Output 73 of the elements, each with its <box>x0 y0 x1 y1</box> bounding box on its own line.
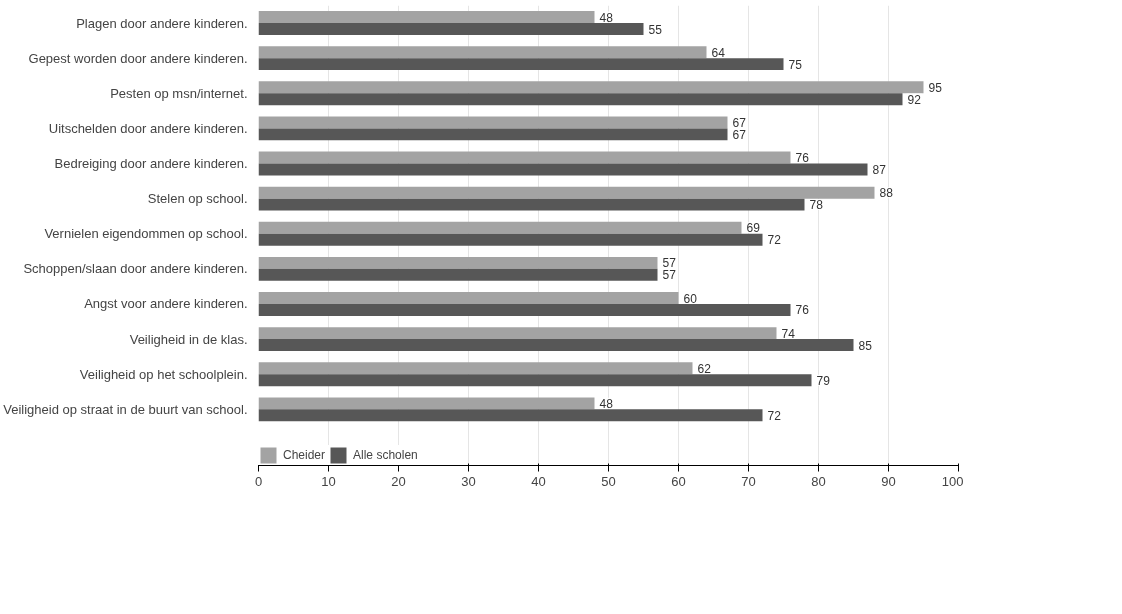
y-tick-label: Veiligheid op straat in de buurt van school. <box>3 401 248 417</box>
x-tick-label: 100 <box>941 473 964 489</box>
data-label: 60 <box>683 291 698 306</box>
data-label: 92 <box>907 92 922 107</box>
bar <box>258 221 742 234</box>
data-label: 72 <box>767 233 782 248</box>
y-tick-label: Plagen door andere kinderen. <box>76 15 248 31</box>
y-tick-label: Schoppen/slaan door andere kinderen. <box>23 261 248 277</box>
data-label: 76 <box>795 151 810 166</box>
legend-label: Alle scholen <box>353 448 418 462</box>
x-tick-label: 0 <box>254 473 263 489</box>
data-label: 72 <box>767 408 782 423</box>
y-tick-label: Veiligheid in de klas. <box>129 331 248 347</box>
bar <box>258 339 854 352</box>
bar <box>258 198 805 211</box>
x-tick-label: 70 <box>741 473 756 489</box>
data-label: 87 <box>872 162 887 177</box>
bar <box>258 303 791 316</box>
x-tick-label: 10 <box>321 473 336 489</box>
bar <box>258 93 903 106</box>
y-tick-label: Gepest worden door andere kinderen. <box>28 50 248 66</box>
data-label: 55 <box>648 22 663 37</box>
legend-label: Cheider <box>283 448 326 462</box>
bar <box>258 327 777 340</box>
y-tick-label: Uitschelden door andere kinderen. <box>48 120 248 136</box>
bar <box>258 128 728 141</box>
data-label: 69 <box>746 221 761 236</box>
data-label: 57 <box>662 256 677 271</box>
bar <box>258 58 784 71</box>
bar <box>258 46 707 59</box>
x-tick-label: 80 <box>811 473 826 489</box>
data-label: 48 <box>599 10 614 25</box>
bar <box>258 374 812 387</box>
bar <box>258 256 658 269</box>
bar <box>258 23 644 35</box>
bar <box>258 233 763 246</box>
data-label: 62 <box>697 361 712 376</box>
data-label: 74 <box>781 326 796 341</box>
bar <box>258 397 595 410</box>
x-tick-label: 20 <box>391 473 406 489</box>
x-tick-label: 40 <box>531 473 546 489</box>
x-tick-label: 90 <box>881 473 896 489</box>
data-label: 64 <box>711 45 726 60</box>
data-label: 67 <box>732 127 747 142</box>
x-tick-label: 50 <box>601 473 616 489</box>
data-label: 57 <box>662 268 677 283</box>
bar <box>258 409 763 422</box>
y-tick-label: Bedreiging door andere kinderen. <box>54 156 248 172</box>
data-label: 78 <box>809 198 824 213</box>
data-label: 67 <box>732 115 747 130</box>
data-label: 85 <box>858 338 873 353</box>
bar <box>258 151 791 164</box>
data-label: 79 <box>816 373 831 388</box>
x-tick-label: 30 <box>461 473 476 489</box>
bar <box>258 362 693 375</box>
bar <box>258 81 924 94</box>
bar <box>258 268 658 281</box>
bar <box>258 116 728 129</box>
y-tick-label: Vernielen eigendommen op school. <box>44 226 248 242</box>
bar <box>258 163 868 176</box>
y-tick-label: Veiligheid op het schoolplein. <box>79 366 248 382</box>
y-tick-label: Pesten op msn/internet. <box>110 85 248 101</box>
y-tick-label: Stelen op school. <box>147 191 248 207</box>
data-label: 88 <box>879 186 894 201</box>
data-label: 95 <box>928 80 943 95</box>
bar <box>258 11 595 24</box>
bar <box>258 292 679 304</box>
y-tick-label: Angst voor andere kinderen. <box>84 296 248 312</box>
data-label: 48 <box>599 396 614 411</box>
data-label: 75 <box>788 57 803 72</box>
data-label: 76 <box>795 303 810 318</box>
bar <box>258 186 875 199</box>
x-tick-label: 60 <box>671 473 686 489</box>
